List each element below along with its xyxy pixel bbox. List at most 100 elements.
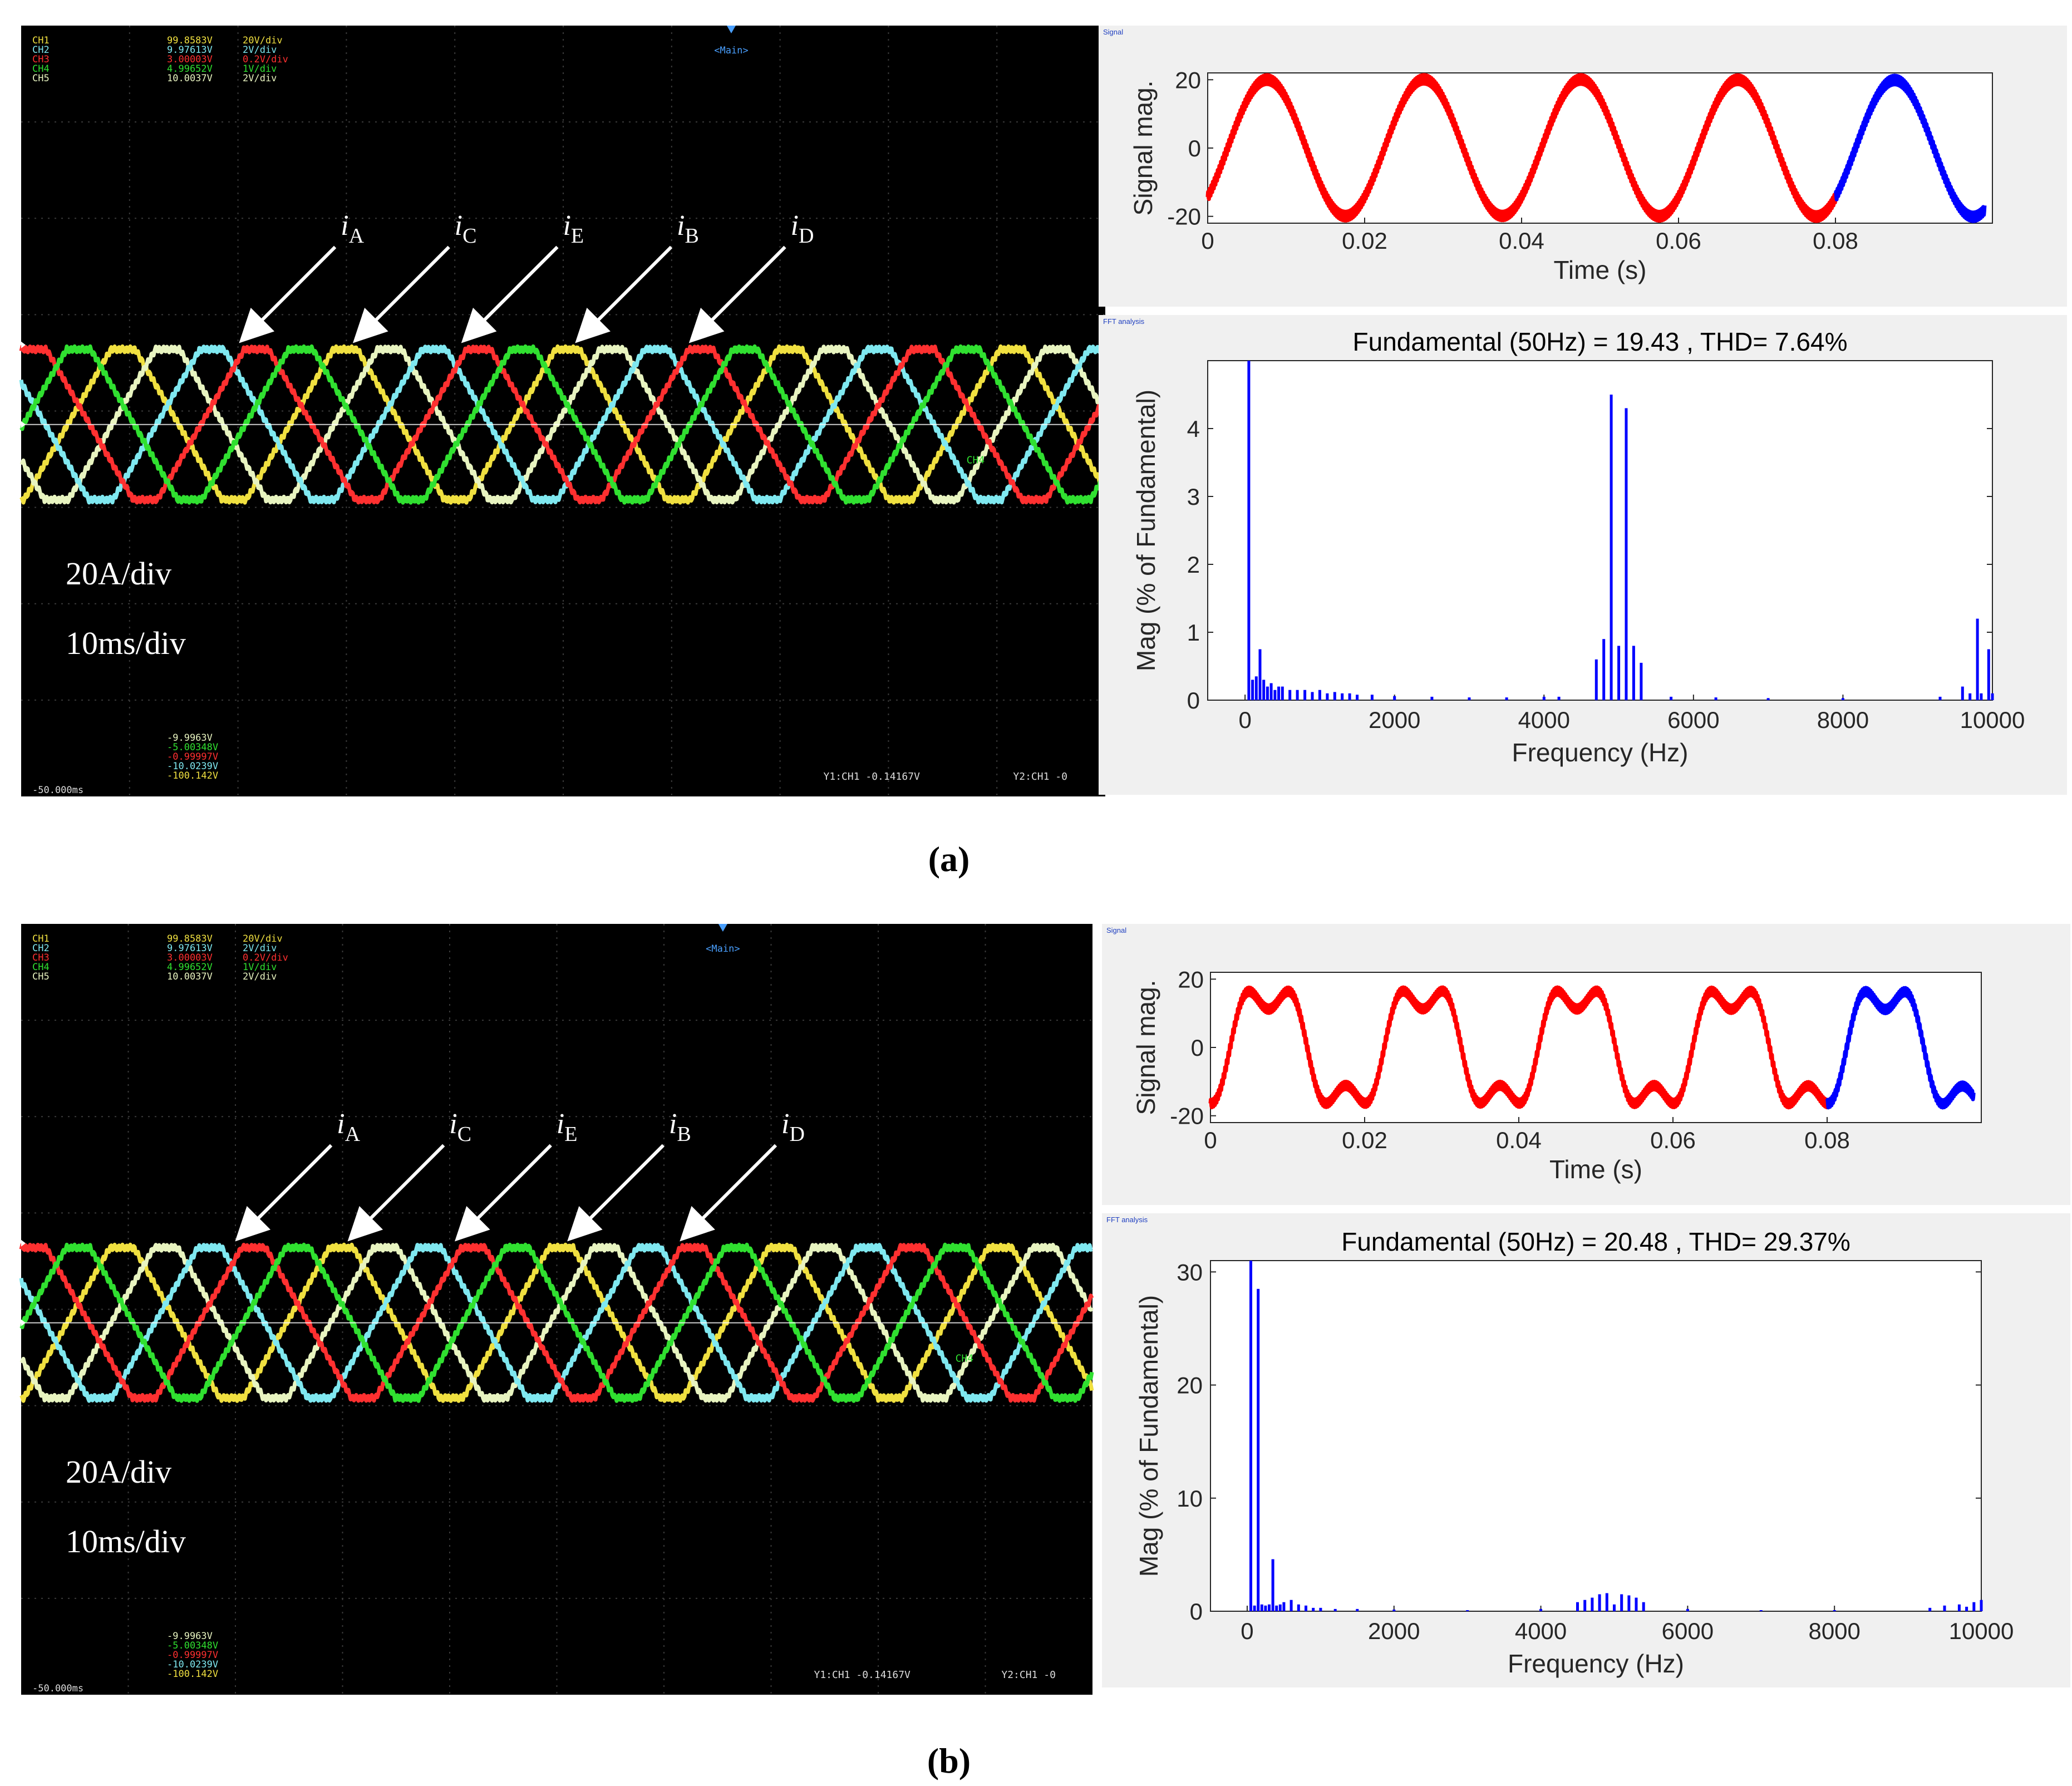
signal-xtick-label: 0.06: [1650, 1127, 1696, 1153]
current-label-a: iA: [337, 1108, 360, 1146]
scope-readouts: -9.9963V-5.00348V-0.99997V-10.0239V-100.…: [167, 732, 218, 781]
signal-series-red: [1205, 73, 1838, 223]
fft-bar: [1627, 1595, 1631, 1611]
fft-bar: [1303, 690, 1307, 700]
channel-name: CH2: [32, 45, 50, 56]
fft-ytick-label: 3: [1187, 484, 1200, 510]
main-timebase-label: <Main>: [714, 45, 748, 56]
readout-value: -5.00348V: [167, 1640, 218, 1651]
channel-name: CH1: [32, 933, 50, 944]
readout-value: -9.9963V: [167, 1631, 213, 1642]
cursor-y2-readout: Y2:CH1 -0: [1001, 1669, 1056, 1681]
fft-ytick-label: 20: [1177, 1372, 1203, 1399]
fft-bar: [1258, 649, 1262, 700]
trace-ie: [19, 1243, 1094, 1403]
channel-value: 4.99652V: [167, 962, 213, 973]
signal-xtick-label: 0.04: [1496, 1127, 1542, 1153]
signal-xlabel: Time (s): [1554, 255, 1647, 284]
fft-bar: [1247, 361, 1251, 700]
readout-value: -9.9963V: [167, 732, 213, 744]
fft-window-title: FFT analysis: [1103, 317, 1145, 326]
fft-bar: [1268, 1604, 1271, 1611]
current-label-b: iB: [677, 210, 699, 248]
cursor-y1-readout: Y1:CH1 -0.14167V: [814, 1669, 911, 1681]
fft-bar: [1961, 686, 1964, 700]
fft-xtick-label: 0: [1241, 1618, 1253, 1644]
signal-xtick-label: 0.08: [1813, 228, 1858, 254]
fft-bar: [1311, 692, 1314, 700]
fft-bar: [1625, 408, 1628, 700]
fft-bar: [1642, 1602, 1645, 1611]
fft-ylabel: Mag (% of Fundamental): [1134, 1295, 1163, 1577]
fft-ytick-label: 10: [1177, 1485, 1203, 1512]
fft-bar: [1290, 1600, 1293, 1611]
fft-bar: [1620, 1594, 1623, 1611]
fft-bar: [1251, 680, 1254, 700]
fft-xtick-label: 6000: [1667, 707, 1719, 733]
scale-current-label: 20A/div: [66, 555, 171, 592]
fft-bar: [1319, 1607, 1322, 1611]
signal-window-title: Signal: [1106, 926, 1126, 934]
channel-name: CH2: [32, 943, 50, 954]
fft-bar: [1505, 697, 1508, 700]
fft-bar: [1273, 690, 1277, 700]
channel-offset-marker-icon: [21, 341, 26, 348]
channel-name: CH4: [32, 962, 50, 973]
current-arrow-icon: [688, 245, 786, 343]
signal-ytick-label: 20: [1178, 966, 1204, 992]
signal-xtick-label: 0.08: [1804, 1127, 1850, 1153]
fft-bars: [1249, 1261, 1983, 1611]
current-arrow-icon: [352, 245, 450, 343]
fft-bar: [1253, 1605, 1256, 1611]
current-arrow-icon: [575, 245, 673, 343]
fft-bar: [1576, 1602, 1579, 1611]
trace-id: [19, 1242, 1094, 1403]
channel-name: CH3: [32, 952, 50, 963]
channel-name: CH3: [32, 54, 50, 65]
fft-bar: [1277, 686, 1281, 700]
fft-bar: [1605, 1593, 1608, 1611]
fft-ylabel: Mag (% of Fundamental): [1131, 390, 1160, 671]
fft-bar: [1282, 1602, 1286, 1611]
readout-value: -5.00348V: [167, 742, 218, 753]
channel-scale: 0.2V/div: [243, 952, 288, 963]
current-arrow-icon: [235, 1144, 333, 1242]
fft-bar: [1356, 695, 1359, 700]
channel-name: CH1: [32, 35, 50, 46]
fft-bar: [1312, 1607, 1315, 1611]
fft-xlabel: Frequency (Hz): [1508, 1649, 1684, 1678]
channel-value: 99.8583V: [167, 933, 213, 944]
time-offset-label: -50.000ms: [32, 785, 83, 796]
current-label-c: iC: [455, 210, 477, 248]
current-label-b: iB: [669, 1108, 691, 1146]
signal-series-blue: [1825, 986, 1976, 1110]
trace-ia: [19, 344, 1108, 505]
fft-title: Fundamental (50Hz) = 20.48 , THD= 29.37%: [1341, 1227, 1850, 1256]
scale-time-label: 10ms/div: [66, 625, 186, 661]
fft-bar: [1356, 1608, 1359, 1611]
fft-xtick-label: 4000: [1518, 707, 1570, 733]
signal-xtick-label: 0.04: [1499, 228, 1544, 254]
channel-value: 99.8583V: [167, 35, 213, 46]
current-labels: iA iC iE iB iD: [239, 210, 814, 343]
signal-ytick-label: 0: [1188, 135, 1201, 161]
fft-bar: [1640, 662, 1643, 700]
current-label-c: iC: [449, 1108, 471, 1146]
fft-window-title: FFT analysis: [1106, 1216, 1148, 1224]
fft-bar: [1991, 693, 1994, 700]
fft-bar: [1980, 1600, 1983, 1611]
channel-scale: 20V/div: [243, 933, 283, 944]
channel-offset-marker-icon: [21, 1239, 26, 1247]
fft-bar: [1617, 646, 1621, 700]
scale-current-label: 20A/div: [66, 1454, 171, 1490]
signal-ytick-label: -20: [1167, 204, 1201, 230]
fft-bar: [1980, 693, 1983, 700]
fft-bar: [1262, 680, 1266, 700]
channel-scale: 2V/div: [243, 943, 277, 954]
fft-bar: [1610, 395, 1613, 700]
current-arrow-icon: [347, 1144, 445, 1242]
fft-bar: [1957, 1604, 1961, 1611]
fft-bar: [1318, 690, 1321, 700]
current-label-d: iD: [791, 210, 814, 248]
